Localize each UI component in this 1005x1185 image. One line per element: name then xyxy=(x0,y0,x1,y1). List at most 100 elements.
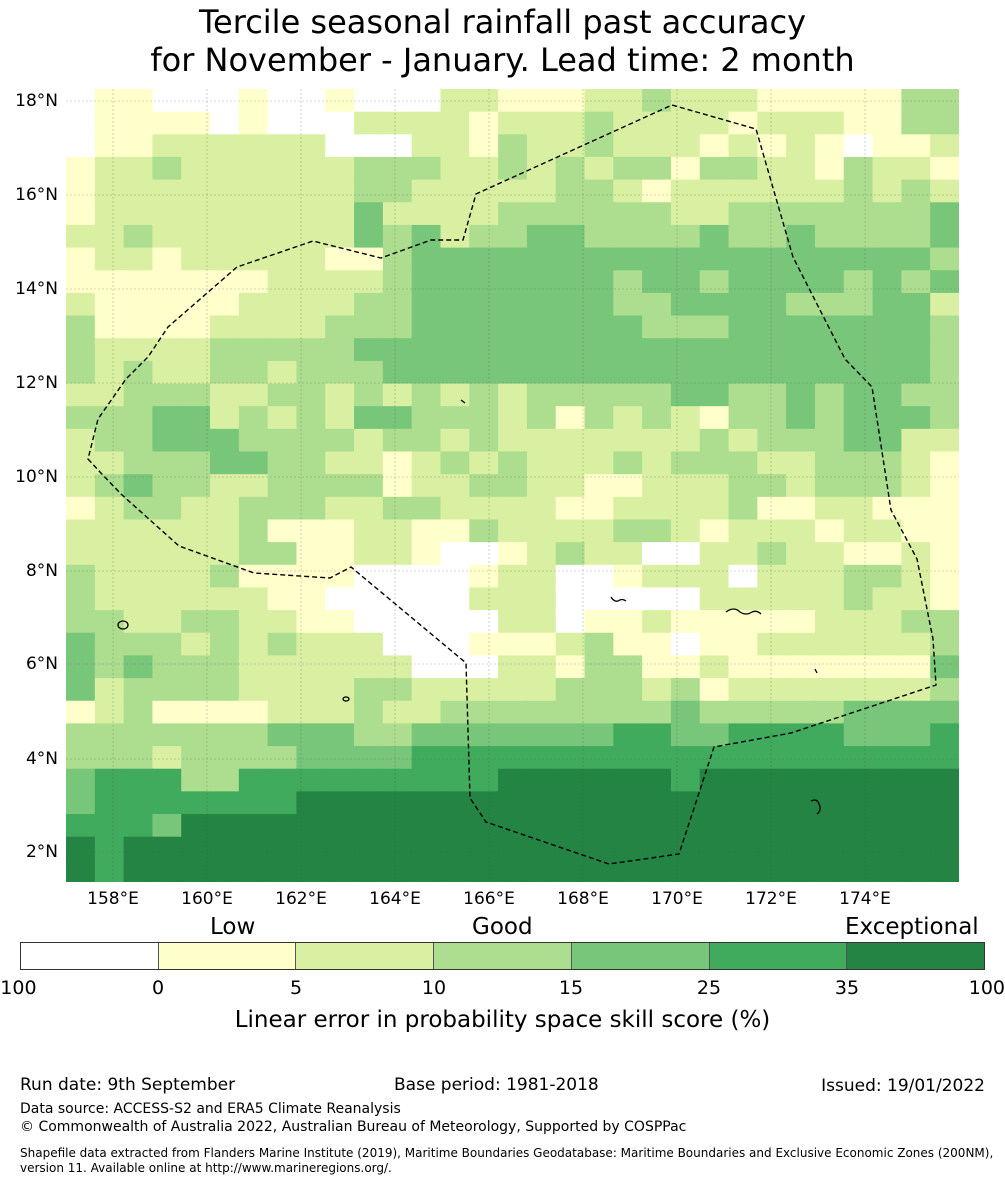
grid-cell xyxy=(814,474,845,498)
grid-cell xyxy=(440,768,470,792)
grid-cell xyxy=(901,406,931,430)
grid-cell xyxy=(354,655,384,679)
grid-cell xyxy=(296,791,326,815)
grid-cell xyxy=(498,519,528,543)
grid-cell xyxy=(382,836,413,860)
lat-label-14n: 14°N xyxy=(15,279,58,299)
grid-cell xyxy=(66,632,96,657)
grid-cell xyxy=(66,678,96,702)
grid-cell xyxy=(584,270,614,294)
grid-cell xyxy=(757,292,787,317)
grid-cell xyxy=(411,134,442,158)
grid-cell xyxy=(123,383,154,407)
grid-cell xyxy=(267,111,298,135)
grid-cell xyxy=(670,768,701,792)
grid-cell xyxy=(152,746,182,770)
grid-cell xyxy=(757,315,787,339)
grid-cell xyxy=(728,746,758,770)
grid-cell xyxy=(354,564,384,589)
grid-cell xyxy=(411,360,442,385)
grid-cell xyxy=(901,451,931,475)
grid-cell xyxy=(411,179,442,203)
grid-cell xyxy=(786,814,816,838)
grid-cell xyxy=(210,179,240,203)
grid-cell xyxy=(66,451,96,475)
grid-cell xyxy=(699,134,730,158)
grid-cell xyxy=(267,134,298,158)
grid-cell xyxy=(901,564,931,589)
grid-cell xyxy=(814,859,845,882)
base-period: Base period: 1981-2018 xyxy=(394,1075,599,1095)
grid-cell xyxy=(843,202,874,226)
grid-cell xyxy=(152,179,182,203)
grid-cell xyxy=(210,791,240,815)
grid-cell xyxy=(670,519,701,543)
grid-cell xyxy=(728,224,758,249)
grid-cell xyxy=(642,156,672,181)
grid-cell xyxy=(66,700,96,724)
grid-cell xyxy=(66,768,96,792)
colorbar-segment xyxy=(158,943,297,969)
grid-cell xyxy=(642,247,672,271)
grid-cell xyxy=(181,610,211,634)
grid-cell xyxy=(267,89,298,113)
grid-cell xyxy=(843,134,874,158)
grid-cell xyxy=(843,383,874,407)
grid-cell xyxy=(757,519,787,543)
grid-cell xyxy=(325,270,355,294)
grid-cell xyxy=(296,360,326,385)
grid-cell xyxy=(843,89,874,113)
grid-cell xyxy=(613,723,643,747)
grid-cell xyxy=(469,519,499,543)
grid-cell xyxy=(843,632,874,657)
grid-cell xyxy=(238,224,269,249)
grid-cell xyxy=(325,156,355,181)
grid-cell xyxy=(181,383,211,407)
grid-cell xyxy=(210,134,240,158)
grid-cell xyxy=(757,224,787,249)
grid-cell xyxy=(872,202,902,226)
grid-cell xyxy=(670,474,701,498)
grid-cell xyxy=(66,270,96,294)
grid-cell xyxy=(699,179,730,203)
grid-cell xyxy=(670,564,701,589)
island-outlines xyxy=(117,399,821,815)
grid-cell xyxy=(411,768,442,792)
grid-cell xyxy=(123,179,154,203)
grid-cell xyxy=(872,89,902,113)
grid-cell xyxy=(152,338,182,362)
grid-cell xyxy=(210,700,240,724)
grid-cell xyxy=(872,859,902,882)
grid-cell xyxy=(382,134,413,158)
grid-cell xyxy=(757,542,787,566)
grid-cell xyxy=(267,587,298,611)
grid-cell xyxy=(354,814,384,838)
grid-cell xyxy=(325,474,355,498)
grid-cell xyxy=(440,859,470,882)
grid-cell xyxy=(843,814,874,838)
colorbar-label: Linear error in probability space skill … xyxy=(234,1007,771,1033)
grid-cell xyxy=(440,814,470,838)
grid-cell xyxy=(267,564,298,589)
grid-cell xyxy=(555,134,586,158)
grid-cell xyxy=(901,519,931,543)
grid-cell xyxy=(440,564,470,589)
grid-cell xyxy=(66,519,96,543)
grid-cell xyxy=(642,428,672,453)
grid-cell xyxy=(66,179,96,203)
grid-cell xyxy=(181,791,211,815)
grid-cell xyxy=(181,270,211,294)
lon-label-166e: 166°E xyxy=(463,889,515,909)
colorbar-segment xyxy=(709,943,848,969)
grid-cell xyxy=(699,859,730,882)
grid-cell xyxy=(267,610,298,634)
grid-cell xyxy=(930,111,959,135)
grid-cell xyxy=(613,814,643,838)
grid-cell xyxy=(411,89,442,113)
grid-cell xyxy=(814,134,845,158)
grid-cell xyxy=(728,315,758,339)
grid-cell xyxy=(613,111,643,135)
grid-cell xyxy=(699,406,730,430)
grid-cell xyxy=(930,224,959,249)
grid-cell xyxy=(699,247,730,271)
